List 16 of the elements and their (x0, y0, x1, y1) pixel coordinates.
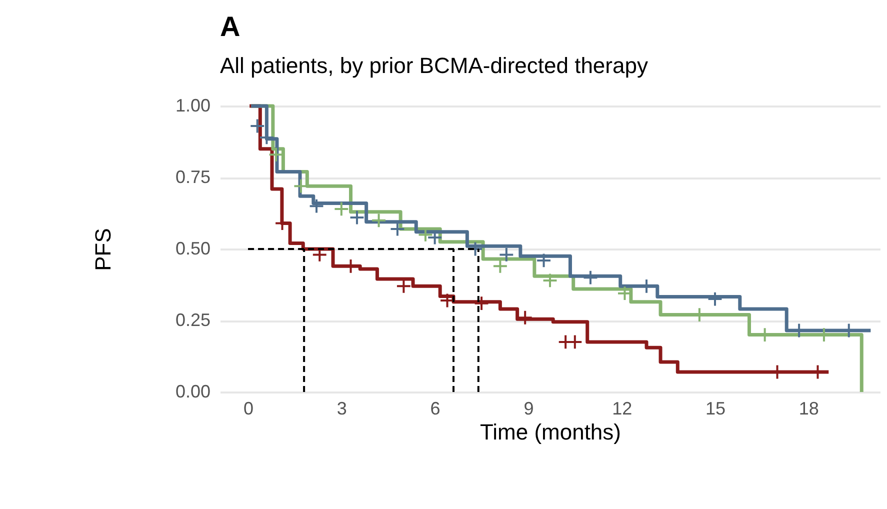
chart-subtitle: All patients, by prior BCMA-directed therapy (220, 53, 648, 78)
x-tick-label: 0 (244, 398, 254, 418)
y-tick-label: 1.00 (175, 96, 210, 116)
y-tick-label: 0.25 (175, 310, 210, 330)
y-tick-label: 0.75 (175, 167, 210, 187)
x-tick-label: 12 (612, 398, 632, 418)
x-tick-label: 3 (336, 398, 347, 418)
y-tick-label: 0.00 (175, 382, 210, 402)
x-axis-title: Time (months) (480, 420, 621, 444)
x-tick-label: 9 (524, 398, 534, 418)
x-tick-label: 15 (705, 398, 726, 418)
x-tick-label: 18 (798, 398, 819, 418)
x-tick-label: 6 (430, 398, 440, 418)
chart-title: A (220, 11, 240, 42)
y-tick-label: 0.50 (175, 238, 210, 258)
y-axis-title: PFS (90, 228, 116, 271)
